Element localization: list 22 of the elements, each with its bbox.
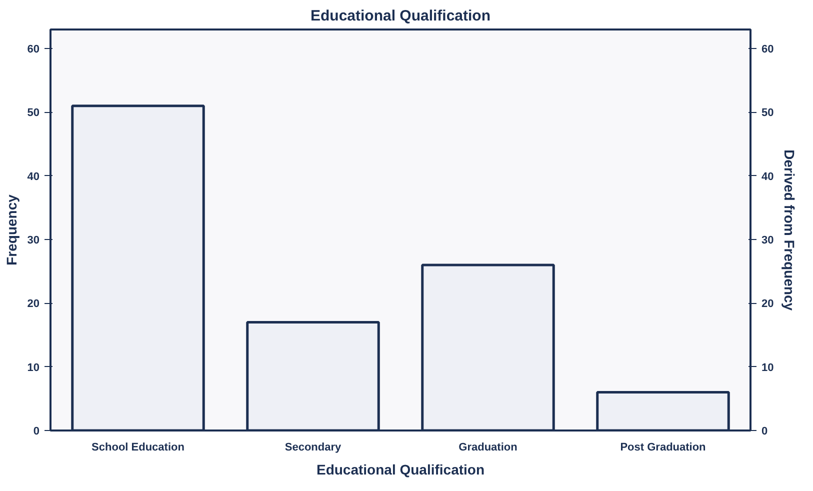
y-tick-label: 20	[27, 298, 40, 310]
y2-tick-label: 10	[762, 362, 774, 374]
y-tick-label: 10	[27, 362, 40, 374]
x-axis-title: Educational Qualification	[316, 462, 485, 478]
y-tick-label: 60	[27, 44, 40, 56]
y2-tick-label: 40	[762, 170, 774, 183]
x-tick-label: Secondary	[284, 442, 342, 454]
x-tick-label: Post Graduation	[620, 442, 706, 454]
y2-axis-title: Derived from Frequency	[782, 149, 798, 311]
y-tick-label: 30	[27, 234, 40, 247]
y-tick-label: 50	[27, 107, 40, 120]
y-tick-label: 40	[27, 170, 40, 183]
y2-tick-label: 0	[762, 426, 768, 438]
chart-title: Educational Qualification	[310, 8, 491, 24]
y-axis-title: Frequency	[3, 194, 20, 266]
x-tick-label: School Education	[92, 442, 185, 454]
y2-tick-label: 30	[762, 234, 774, 247]
y2-tick-label: 50	[762, 107, 774, 120]
y2-tick-label: 60	[762, 44, 774, 56]
x-tick-label: Graduation	[458, 442, 518, 454]
y2-tick-label: 20	[762, 298, 774, 310]
y-tick-label: 0	[33, 426, 40, 438]
